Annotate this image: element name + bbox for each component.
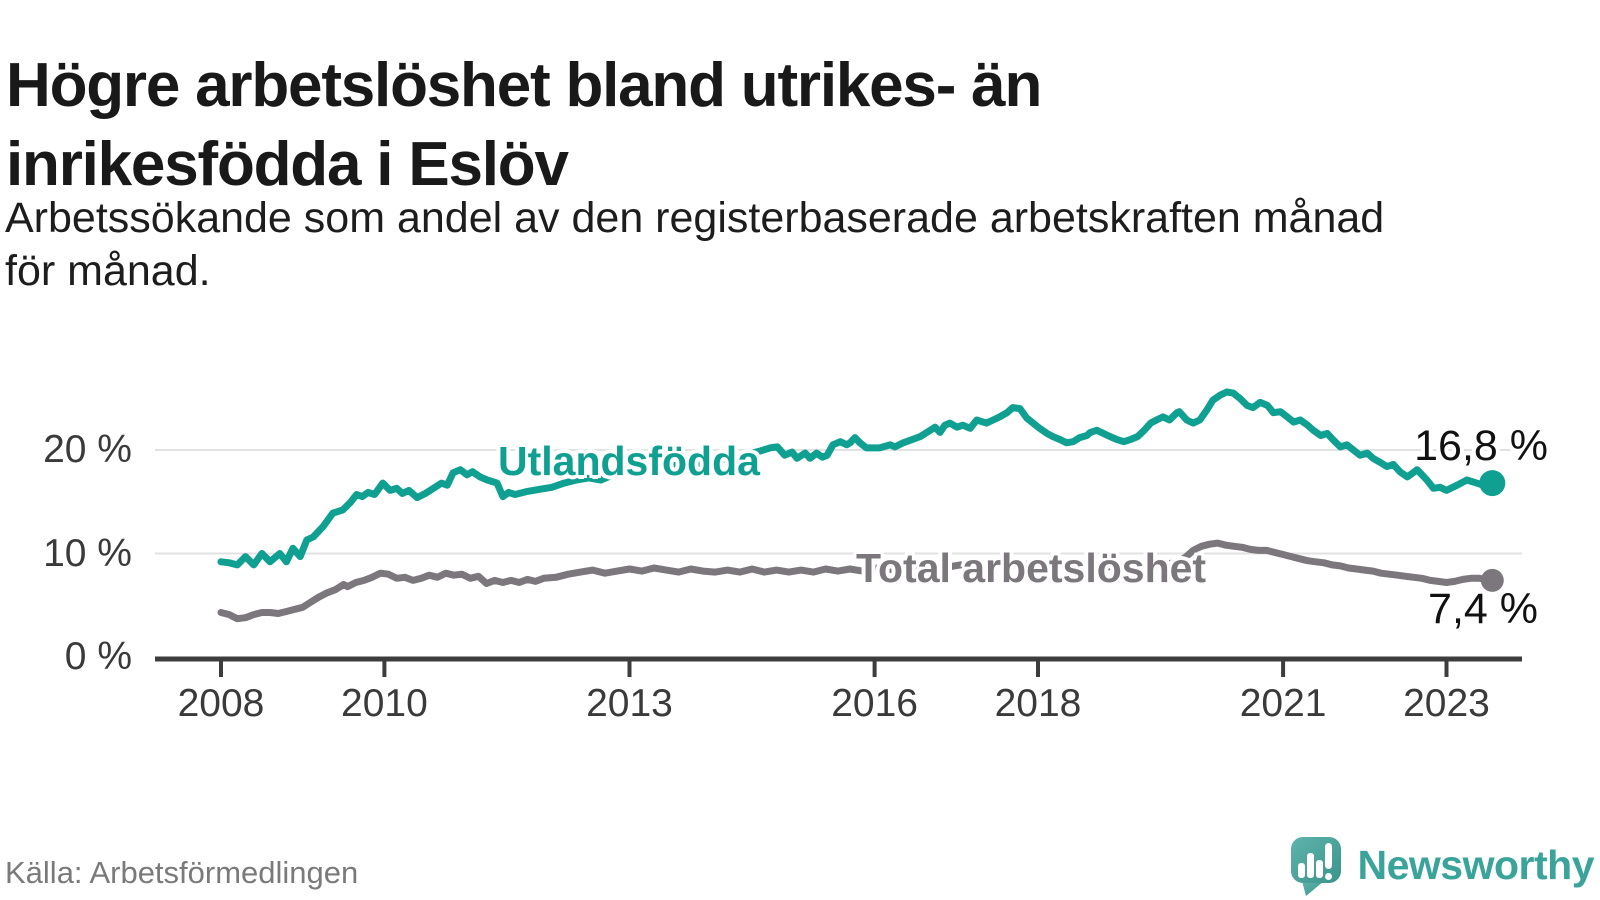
series-label-total-arbetsloshet: Total arbetslöshet: [856, 545, 1207, 591]
x-axis-tick-label-2010: 2010: [341, 682, 428, 725]
end-value-label-utlandsfodda: 16,8 %: [1414, 422, 1548, 470]
brand: Newsworthy: [1290, 836, 1595, 898]
y-axis-tick-label-10: 10 %: [43, 531, 132, 575]
logo-exclamation-bar: [1324, 843, 1332, 869]
series-end-dot-total: [1480, 568, 1504, 592]
x-axis-tick-label-2016: 2016: [831, 682, 918, 725]
title-line-2: inrikesfödda i Eslöv: [6, 129, 569, 199]
series-line-total: [217, 539, 1496, 623]
x-axis-tick-label-2021: 2021: [1239, 682, 1327, 725]
subtitle: Arbetssökande som andel av den registerb…: [5, 192, 1384, 298]
x-axis-tick-label-2013: 2013: [586, 682, 673, 725]
x-axis-tick-label-2018: 2018: [994, 682, 1082, 725]
logo-bar-1: [1297, 863, 1305, 878]
logo-bar-2: [1306, 853, 1314, 878]
brand-wordmark: Newsworthy: [1357, 842, 1595, 888]
subtitle-line-1: Arbetssökande som andel av den registerb…: [5, 194, 1385, 242]
end-value-label-total: 7,4 %: [1428, 585, 1538, 633]
source-note: Källa: Arbetsförmedlingen: [5, 855, 359, 890]
subtitle-line-2: för månad.: [5, 247, 211, 295]
page-title: Högre arbetslöshet bland utrikes- än inr…: [6, 46, 1042, 204]
x-axis-tick-label-2023: 2023: [1403, 682, 1490, 725]
logo-exclamation-dot: [1324, 873, 1332, 880]
series-end-dot-utlandsfodda: [1479, 470, 1506, 497]
series-line-utlandsfodda: [217, 388, 1496, 569]
logo-bar-3: [1315, 860, 1323, 878]
logo-bubble-tail: [1301, 881, 1324, 896]
x-axis-tick-label-2008: 2008: [177, 682, 265, 725]
series-label-utlandsfodda: Utlandsfödda: [498, 438, 760, 484]
y-axis-tick-label-0: 0 %: [64, 635, 132, 678]
title-line-1: Högre arbetslöshet bland utrikes- än: [6, 50, 1042, 120]
y-axis-tick-label-20: 20 %: [43, 428, 132, 471]
newsworthy-logo-icon: [1290, 837, 1341, 896]
